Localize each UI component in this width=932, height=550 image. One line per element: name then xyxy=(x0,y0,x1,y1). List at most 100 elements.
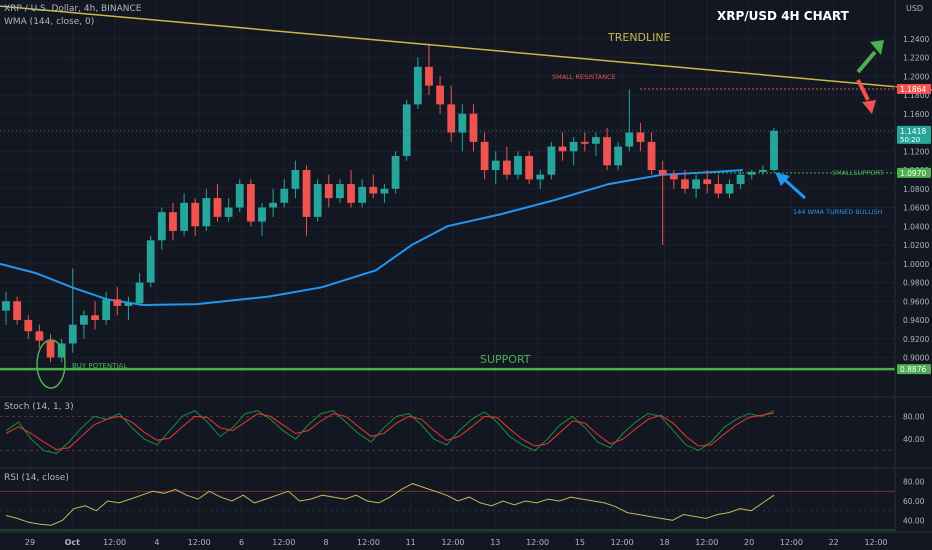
candle-body xyxy=(669,174,678,180)
candle-body xyxy=(213,198,222,217)
candles xyxy=(2,43,778,363)
candle-body xyxy=(358,186,367,203)
chart-title: XRP/USD 4H CHART xyxy=(717,9,850,23)
x-tick-label: 22 xyxy=(829,538,839,547)
candle-body xyxy=(436,85,444,105)
y-tick-label: 1.1200 xyxy=(903,147,929,156)
symbol-line[interactable]: XRP / U.S. Dollar, 4h, BINANCE xyxy=(4,4,142,14)
candle-body xyxy=(369,186,378,194)
candle-body xyxy=(124,303,133,306)
candle-body xyxy=(246,184,255,222)
small-support-label: SMALLSUPPORT xyxy=(832,169,883,177)
support-label: SUPPORT xyxy=(480,353,531,366)
arrow-down-shaft xyxy=(856,79,870,101)
x-tick-label: 8 xyxy=(324,538,329,547)
candle-body xyxy=(391,155,400,189)
x-tick-label: 15 xyxy=(575,538,585,547)
arrow-up-head xyxy=(870,40,884,55)
x-tick-label: 12:00 xyxy=(526,538,549,547)
y-tick-label: 1.2000 xyxy=(903,72,929,81)
support-price-tag: 0.8876 xyxy=(900,365,926,374)
x-tick-label: 12:00 xyxy=(864,538,887,547)
candle-body xyxy=(614,146,623,166)
candle-body xyxy=(692,179,700,189)
stoch-k-line xyxy=(5,410,775,454)
candle-body xyxy=(592,137,600,144)
x-tick-label: 11 xyxy=(406,538,416,547)
candle-body xyxy=(770,130,778,170)
stoch-tick: 40.00 xyxy=(903,435,925,444)
indicator-panes xyxy=(0,396,932,533)
trendline-label: TRENDLINE xyxy=(607,31,671,44)
grid xyxy=(0,0,895,532)
candle-body xyxy=(324,184,333,199)
candle-body xyxy=(458,113,467,133)
candle-body xyxy=(68,324,77,344)
arrow-blue-head xyxy=(775,172,790,186)
x-tick-label: 12:00 xyxy=(188,538,211,547)
small-support-price-tag: 1.0970 xyxy=(900,169,926,178)
support-price-tag-bg xyxy=(897,364,931,375)
candle-body xyxy=(157,212,166,241)
candle-body xyxy=(224,207,233,217)
arrow-down-head xyxy=(862,100,876,114)
candle-body xyxy=(57,343,66,358)
candle-body xyxy=(580,141,589,144)
rsi-line xyxy=(5,483,775,526)
wma-note-label: 144 WMA TURNED BULLISH xyxy=(793,208,883,216)
candle-body xyxy=(547,146,556,175)
candle-body xyxy=(169,212,177,231)
candle-body xyxy=(113,299,122,306)
x-tick-label: 12:00 xyxy=(441,538,464,547)
y-tick-label: 1.1800 xyxy=(903,91,929,100)
y-tick-label: 0.9800 xyxy=(903,279,929,288)
last-price-tag: 1.1418 xyxy=(900,127,926,136)
y-tick-label: 1.1600 xyxy=(903,110,929,119)
y-tick-label: 0.9600 xyxy=(903,297,929,306)
candle-body xyxy=(469,113,478,142)
candle-body xyxy=(24,320,33,332)
candle-body xyxy=(146,240,155,283)
stoch-legend[interactable]: Stoch (14, 1, 3) xyxy=(4,402,74,412)
candle-body xyxy=(135,282,144,304)
x-tick-label: 4 xyxy=(154,538,159,547)
x-tick-label: 6 xyxy=(239,538,244,547)
y-tick-label: 0.9200 xyxy=(903,335,929,344)
candle-body xyxy=(202,198,211,227)
candle-body xyxy=(191,202,200,227)
y-tick-label: 1.2400 xyxy=(903,35,929,44)
wma-path xyxy=(0,169,743,307)
candle-body xyxy=(525,155,534,180)
wma-legend[interactable]: WMA (144, close, 0) xyxy=(4,17,95,27)
candle-body xyxy=(235,184,244,208)
wma-line xyxy=(0,169,743,307)
candle-body xyxy=(402,104,411,156)
rsi-legend[interactable]: RSI (14, close) xyxy=(4,473,69,483)
candle-body xyxy=(736,174,745,185)
last-price-tag-countdown: 50:20 xyxy=(900,136,920,144)
rsi-tick: 40.00 xyxy=(903,516,925,525)
candle-body xyxy=(758,170,767,172)
candle-body xyxy=(2,301,10,311)
x-tick-label: 12:00 xyxy=(780,538,803,547)
x-tick-label: 18 xyxy=(659,538,669,547)
small-support-price-tag-bg xyxy=(897,167,931,178)
candle-body xyxy=(102,299,111,320)
candle-body xyxy=(91,315,99,320)
candle-body xyxy=(625,132,634,147)
x-tick-label: 12:00 xyxy=(272,538,295,547)
y-tick-label: 1.0400 xyxy=(903,222,929,231)
candle-body xyxy=(413,66,422,105)
trendline xyxy=(0,5,932,91)
candle-body xyxy=(425,66,433,86)
arrow-blue-shaft xyxy=(783,178,807,200)
candle-body xyxy=(258,207,266,222)
candle-body xyxy=(13,301,22,320)
x-tick-label: Oct xyxy=(65,538,81,547)
candle-body xyxy=(502,160,511,175)
x-tick-label: 12:00 xyxy=(695,538,718,547)
candle-body xyxy=(46,340,55,358)
y-tick-label: 1.0800 xyxy=(903,185,929,194)
rsi-tick: 60.00 xyxy=(903,497,925,506)
